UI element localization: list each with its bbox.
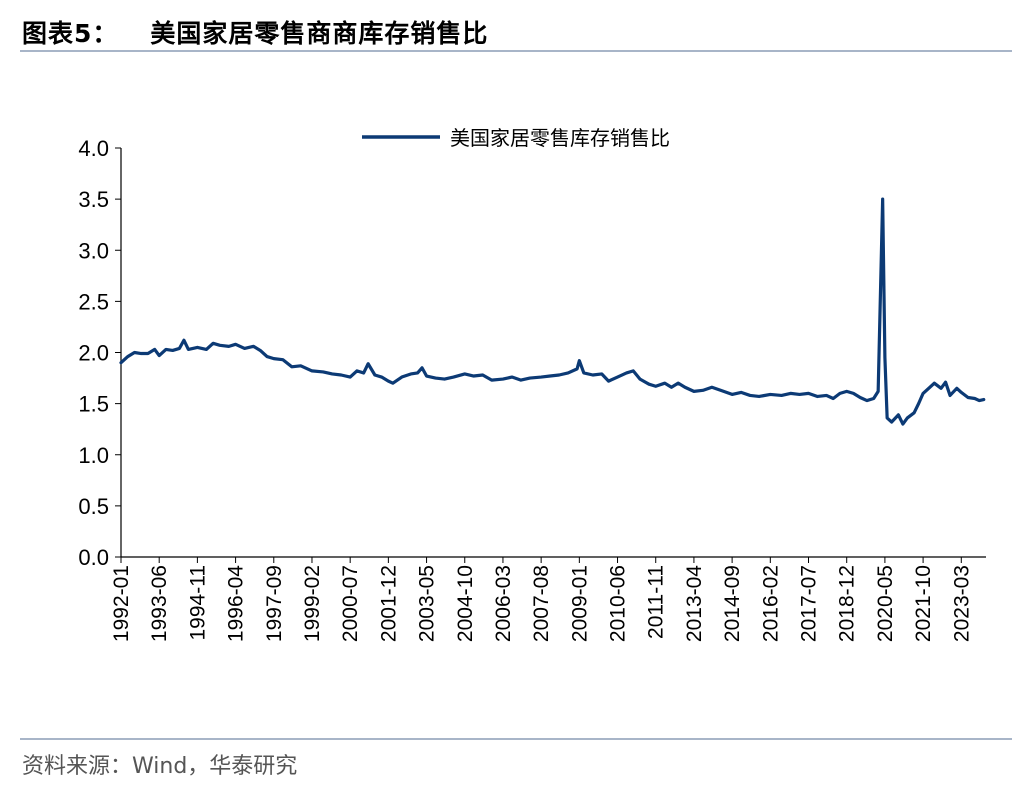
- x-tick-label: 2010-06: [607, 565, 630, 642]
- footer-divider: [20, 738, 1012, 740]
- y-tick-label: 2.0: [78, 341, 109, 366]
- x-tick-label: 1993-06: [148, 565, 171, 642]
- x-tick-label: 2000-07: [339, 565, 362, 642]
- x-tick-label: 2020-05: [874, 565, 897, 642]
- y-tick-label: 4.0: [78, 136, 109, 161]
- y-tick-label: 0.0: [78, 545, 109, 570]
- legend-label: 美国家居零售库存销售比: [450, 126, 670, 150]
- x-tick-label: 2011-11: [645, 565, 668, 639]
- x-tick-label: 2006-03: [492, 565, 515, 642]
- x-tick-label: 1992-01: [110, 565, 133, 642]
- figure-label: 图表5：: [22, 19, 119, 48]
- x-tick-label: 2018-12: [836, 565, 859, 642]
- y-tick-label: 0.5: [78, 494, 109, 519]
- chart-title: 图表5： 美国家居零售商商库存销售比: [22, 14, 488, 50]
- source-note: 资料来源：Wind，华泰研究: [22, 754, 298, 779]
- y-tick-label: 1.0: [78, 443, 109, 468]
- x-tick-label: 1999-02: [301, 565, 324, 642]
- header-divider: [20, 50, 1012, 52]
- x-tick-label: 1996-04: [225, 565, 248, 642]
- x-tick-label: 2001-12: [377, 565, 400, 642]
- x-tick-label: 2017-07: [798, 565, 821, 642]
- series-line: [119, 197, 986, 426]
- x-tick-label: 2004-10: [454, 565, 477, 642]
- x-tick-label: 2009-01: [568, 565, 591, 642]
- line-chart: 0.0 0.5 1.0 1.5 2.0 2.5 3.0 3.5 4.0 1992-01 1993-0…: [78, 126, 986, 642]
- y-tick-label: 2.5: [78, 289, 109, 314]
- y-tick-label: 1.5: [78, 392, 109, 417]
- x-tick-label: 2014-09: [721, 565, 744, 642]
- x-tick-label: 2013-04: [683, 565, 706, 642]
- y-tick-label: 3.5: [78, 187, 109, 212]
- x-tick-label: 1997-09: [263, 565, 286, 642]
- x-tick-label: 2007-08: [530, 565, 553, 642]
- x-tick-label: 2021-10: [912, 565, 935, 642]
- x-tick-label: 2016-02: [759, 565, 782, 642]
- x-tick-label: 1994-11: [186, 565, 209, 641]
- x-tick-label: 2023-03: [950, 565, 973, 642]
- figure-title: 美国家居零售商商库存销售比: [150, 19, 489, 48]
- x-tick-label: 2003-05: [416, 565, 439, 642]
- y-tick-label: 3.0: [78, 238, 109, 263]
